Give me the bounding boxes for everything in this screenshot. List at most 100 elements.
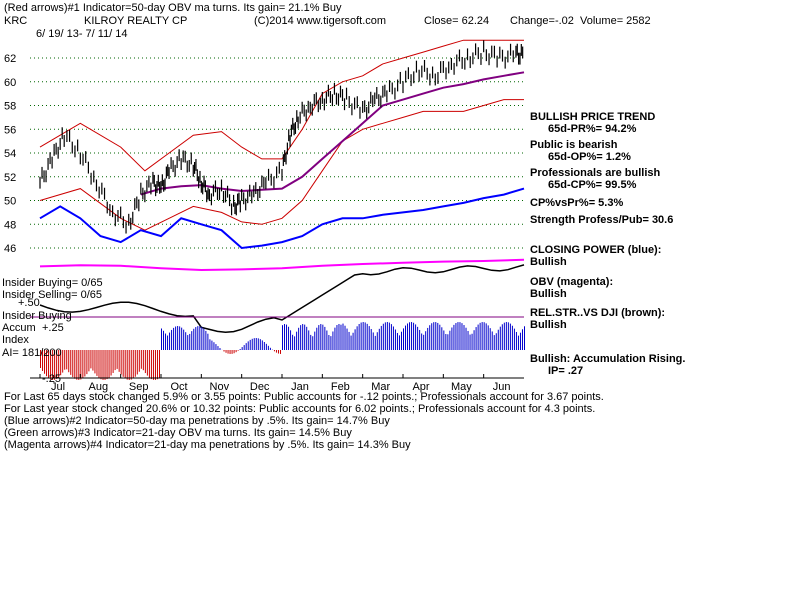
right-panel-text: Bullish [530,256,567,268]
y-tick-label: 60 [4,77,16,89]
x-tick-label: Jan [291,381,309,393]
accum-bar [380,325,382,350]
accum-bar [84,350,86,377]
accum-bar [433,322,435,350]
accum-bar [175,326,177,350]
accum-bar [447,334,449,350]
accum-bar [62,350,64,373]
accum-bar [189,333,191,350]
series-layer [39,39,525,334]
accum-bar [118,350,120,372]
accum-bar [211,340,213,350]
accum-bar [485,323,487,350]
accum-bar [108,350,110,378]
accum-bar [370,329,372,350]
accum-bar [205,330,207,350]
accum-bar [298,327,300,350]
accum-bar [124,350,126,379]
accum-bar [273,350,275,352]
accum-bar [161,328,162,350]
date-range: 6/ 19/ 13- 7/ 11/ 14 [36,28,128,40]
y-tick-label: 46 [4,243,16,255]
accum-bar [513,328,515,350]
accum-bar [231,350,233,354]
x-tick-label: Sep [129,381,149,393]
accum-bar [429,325,431,350]
accum-bar [517,335,519,350]
accum-bar [284,324,286,350]
insider-buying-label: Insider Buying= 0/65 [2,277,103,289]
accum-bar [179,326,181,350]
accum-bar [469,334,471,350]
accum-bar [154,350,156,380]
accum-bar [132,350,134,379]
right-panel-text: 65d-OP%= 1.2% [548,151,631,163]
accum-bar [255,338,257,350]
right-panel-text: Public is bearish [530,139,618,151]
accum-bar [360,322,362,350]
x-tick-label: Apr [412,381,429,393]
accum-bar [501,324,503,350]
accum-bar [290,330,292,350]
accum-bar [50,350,52,380]
accum-bar [227,350,229,354]
accum-bar [138,350,140,372]
accum-bar [265,343,267,350]
accum-bar [330,336,332,350]
right-panel-text: Bullish: Accumulation Rising. [530,353,685,365]
accum-bar [296,331,298,350]
accum-bar [354,329,356,350]
accum-bar [267,345,269,350]
accum-bar [277,350,279,354]
accumulation-bars [40,322,525,380]
accum-bar [451,327,453,350]
accum-bar [314,331,316,350]
accum-bar [52,350,54,380]
accum-bar [491,331,493,350]
accum-bar [152,350,154,380]
footer-line: For Last 65 days stock changed 5.9% or 3… [4,391,604,403]
accum-bar [223,350,225,352]
x-tick-label: Jul [51,381,65,393]
accum-bar [463,325,465,350]
accum-bar [46,350,48,377]
accum-bar [187,335,189,350]
accum-bar [237,350,239,351]
accum-bar [120,350,122,375]
right-panel-text: Strength Profess/Pub= 30.6 [530,214,673,226]
accum-bar [140,350,142,369]
company-name: KILROY REALTY CP [84,15,187,27]
right-panel-text: REL.STR..VS DJI (brown): [530,307,665,319]
accum-bar [165,333,167,350]
accum-bar [437,322,439,350]
accum-bar [193,328,195,350]
footer-text: For Last 65 days stock changed 5.9% or 3… [4,391,604,451]
accum-bar [477,324,479,350]
accum-bar [388,322,390,350]
accum-bar [427,327,429,350]
accum-bar [225,350,227,353]
accum-bar [209,339,211,350]
closing-power-line [39,187,525,250]
accum-bar [465,327,467,350]
right-panel-text: Professionals are bullish [530,167,660,179]
accum-bar [213,342,215,350]
accum-bar [257,338,259,350]
accum-bar [275,350,277,353]
accum-bar [136,350,138,375]
accum-bar [56,350,58,379]
accum-bar [479,322,481,350]
accum-bar [263,341,265,350]
y-tick-label: 54 [4,148,16,160]
accum-bar [243,345,245,350]
accum-bar [487,325,489,350]
accum-bar [249,339,251,350]
accum-bar [126,350,128,380]
accum-bar [342,323,344,350]
x-tick-label: Jun [493,381,511,393]
right-panel-text: Bullish [530,319,567,331]
accum-bar [322,324,324,350]
accum-bar [88,350,90,372]
